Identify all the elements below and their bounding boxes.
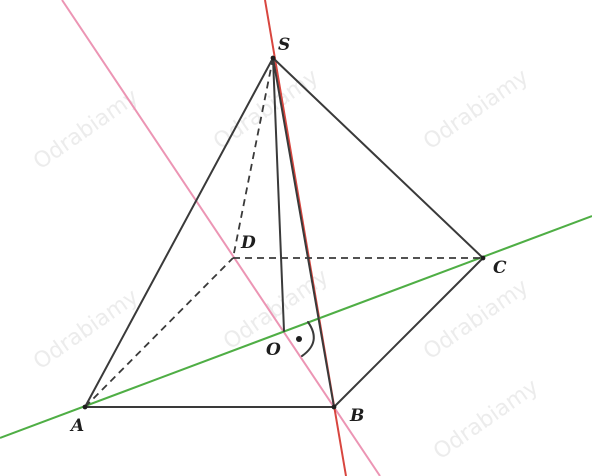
edge-so (272, 57, 285, 332)
line-ac (0, 215, 592, 439)
watermark-text: Odrabiamy (419, 275, 533, 365)
vertex-c (480, 255, 486, 261)
label-a: A (69, 416, 84, 436)
right-angle-arc (301, 321, 315, 357)
watermark-text: Odrabiamy (209, 65, 323, 155)
label-b: B (349, 406, 364, 426)
label-o: O (266, 340, 281, 360)
watermark-text: Odrabiamy (419, 65, 533, 155)
edge-sc (272, 57, 484, 259)
label-c: C (493, 258, 507, 278)
vertex-b (331, 404, 337, 410)
edge-sb (272, 57, 335, 408)
label-d: D (240, 233, 256, 253)
vertex-a (82, 404, 88, 410)
edge-sd (232, 57, 274, 259)
right-angle-dot (296, 336, 302, 342)
line-db (61, 0, 381, 476)
label-s: S (278, 35, 290, 55)
edge-ad (84, 257, 234, 408)
vertex-s (270, 55, 276, 61)
edge-bc (333, 257, 484, 408)
watermark-text: Odrabiamy (29, 85, 143, 175)
edge-sa (84, 57, 274, 408)
watermark-text: Odrabiamy (429, 375, 543, 465)
